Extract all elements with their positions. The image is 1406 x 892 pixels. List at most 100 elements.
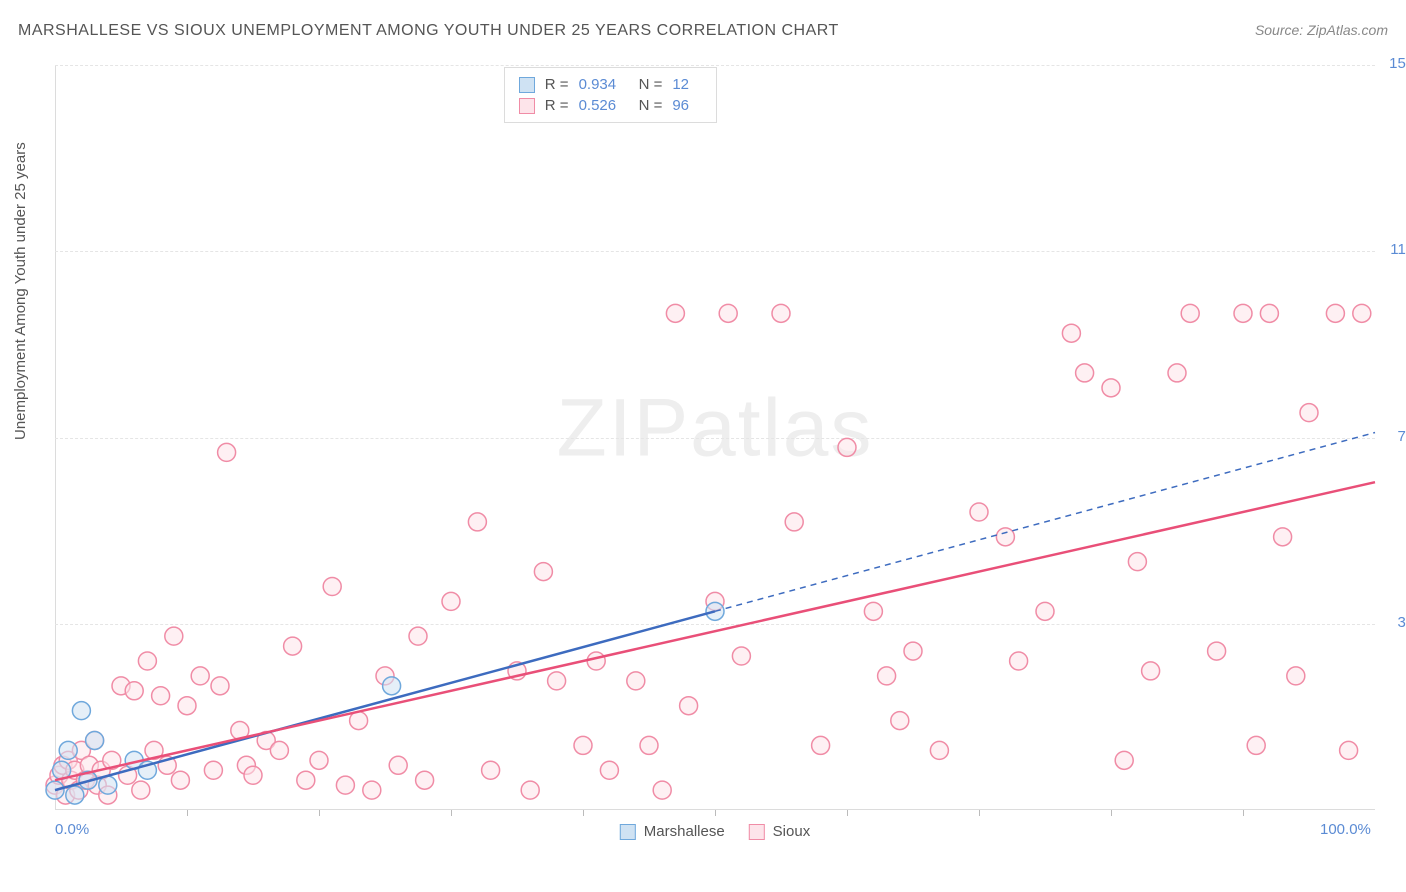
data-point xyxy=(284,637,302,655)
data-point xyxy=(627,672,645,690)
data-point xyxy=(970,503,988,521)
legend-swatch xyxy=(519,98,535,114)
correlation-legend: R = 0.934 N = 12 R = 0.526 N = 96 xyxy=(504,67,718,123)
data-point xyxy=(323,578,341,596)
legend-row: R = 0.934 N = 12 xyxy=(519,74,703,95)
x-tick-label: 0.0% xyxy=(55,821,89,838)
x-tick-mark xyxy=(1111,810,1112,816)
data-point xyxy=(1010,652,1028,670)
data-point xyxy=(336,776,354,794)
data-point xyxy=(640,736,658,754)
data-point xyxy=(297,771,315,789)
data-point xyxy=(244,766,262,784)
data-point xyxy=(1128,553,1146,571)
data-point xyxy=(363,781,381,799)
x-tick-mark xyxy=(847,810,848,816)
regression-line xyxy=(55,482,1375,780)
data-point xyxy=(1340,741,1358,759)
data-point xyxy=(1168,364,1186,382)
y-tick-label: 75.0% xyxy=(1380,428,1406,445)
y-tick-label: 112.5% xyxy=(1380,241,1406,258)
data-point xyxy=(1234,304,1252,322)
x-tick-mark xyxy=(187,810,188,816)
legend-swatch xyxy=(620,824,636,840)
data-point xyxy=(1353,304,1371,322)
data-point xyxy=(719,304,737,322)
regression-line-extrapolated xyxy=(715,433,1375,612)
data-point xyxy=(1062,324,1080,342)
data-point xyxy=(66,786,84,804)
legend-n-value: 96 xyxy=(672,97,702,114)
data-point xyxy=(99,776,117,794)
data-point xyxy=(383,677,401,695)
data-point xyxy=(600,761,618,779)
data-point xyxy=(1076,364,1094,382)
y-tick-label: 37.5% xyxy=(1380,614,1406,631)
data-point xyxy=(1208,642,1226,660)
data-point xyxy=(1300,404,1318,422)
data-point xyxy=(653,781,671,799)
x-tick-mark xyxy=(979,810,980,816)
data-point xyxy=(178,697,196,715)
legend-r-value: 0.526 xyxy=(579,97,629,114)
legend-row: R = 0.526 N = 96 xyxy=(519,95,703,116)
data-point xyxy=(211,677,229,695)
data-point xyxy=(86,731,104,749)
chart-title: MARSHALLESE VS SIOUX UNEMPLOYMENT AMONG … xyxy=(18,22,839,40)
data-point xyxy=(812,736,830,754)
series-legend: Marshallese Sioux xyxy=(620,823,810,840)
data-point xyxy=(138,652,156,670)
legend-r-label: R = xyxy=(545,97,569,114)
data-point xyxy=(1102,379,1120,397)
x-tick-mark xyxy=(451,810,452,816)
legend-n-label: N = xyxy=(639,97,663,114)
legend-n-value: 12 xyxy=(672,76,702,93)
data-point xyxy=(442,592,460,610)
data-point xyxy=(785,513,803,531)
data-point xyxy=(534,563,552,581)
data-point xyxy=(864,602,882,620)
data-point xyxy=(904,642,922,660)
data-point xyxy=(521,781,539,799)
legend-series-name: Marshallese xyxy=(644,823,725,840)
data-point xyxy=(72,702,90,720)
data-point xyxy=(1142,662,1160,680)
x-tick-mark xyxy=(1243,810,1244,816)
data-point xyxy=(165,627,183,645)
data-point xyxy=(838,438,856,456)
data-point xyxy=(270,741,288,759)
data-point xyxy=(468,513,486,531)
data-point xyxy=(218,443,236,461)
legend-item: Marshallese xyxy=(620,823,725,840)
x-tick-mark xyxy=(319,810,320,816)
data-point xyxy=(548,672,566,690)
x-tick-mark xyxy=(583,810,584,816)
data-point xyxy=(996,528,1014,546)
data-point xyxy=(1287,667,1305,685)
data-point xyxy=(772,304,790,322)
legend-series-name: Sioux xyxy=(773,823,811,840)
data-point xyxy=(1181,304,1199,322)
legend-swatch xyxy=(519,77,535,93)
legend-r-value: 0.934 xyxy=(579,76,629,93)
data-point xyxy=(191,667,209,685)
data-point xyxy=(152,687,170,705)
x-tick-mark xyxy=(715,810,716,816)
data-point xyxy=(204,761,222,779)
data-point xyxy=(574,736,592,754)
data-point xyxy=(310,751,328,769)
x-tick-label: 100.0% xyxy=(1320,821,1371,838)
source-label: Source: ZipAtlas.com xyxy=(1255,22,1388,38)
data-point xyxy=(409,627,427,645)
data-point xyxy=(1326,304,1344,322)
chart-plot-area: ZIPatlas 37.5%75.0%112.5%150.0% 0.0%100.… xyxy=(55,65,1375,810)
y-tick-label: 150.0% xyxy=(1380,55,1406,72)
data-point xyxy=(482,761,500,779)
legend-swatch xyxy=(749,824,765,840)
data-point xyxy=(666,304,684,322)
data-point xyxy=(891,712,909,730)
data-point xyxy=(59,741,77,759)
data-point xyxy=(125,682,143,700)
data-point xyxy=(1274,528,1292,546)
data-point xyxy=(930,741,948,759)
